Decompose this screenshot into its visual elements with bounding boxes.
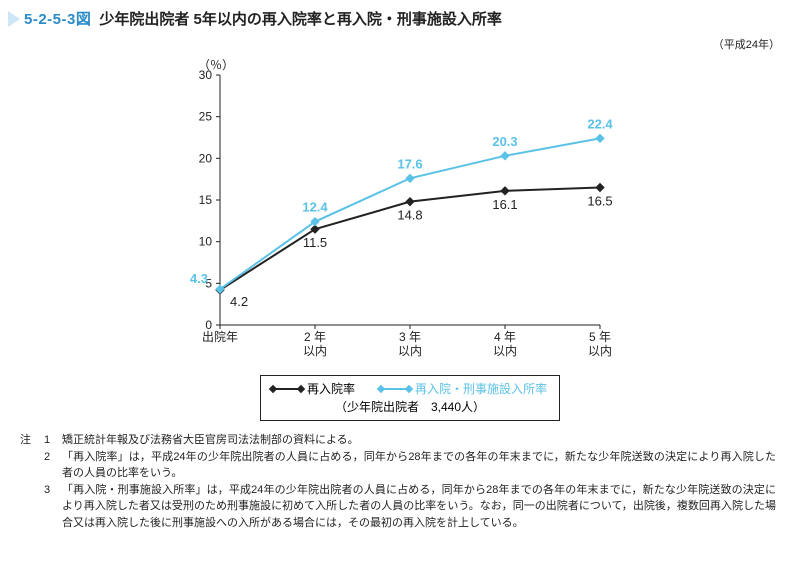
legend-row: 再入院率 再入院・刑事施設入所率 <box>273 380 547 398</box>
svg-text:20.3: 20.3 <box>492 134 517 149</box>
svg-text:以内: 以内 <box>588 344 612 358</box>
svg-text:5 年: 5 年 <box>589 330 611 344</box>
figure-header: 5-2-5-3図 少年院出院者 5年以内の再入院率と再入院・刑事施設入所率 <box>0 0 796 33</box>
legend-label-2: 再入院・刑事施設入所率 <box>415 380 547 398</box>
legend-subnote: （少年院出院者 3,440人） <box>273 398 547 416</box>
footnotes: 注 1矯正統計年報及び法務省大臣官房司法法制部の資料による。2「再入院率」は，平… <box>20 432 776 531</box>
svg-text:4.2: 4.2 <box>230 294 248 309</box>
year-note: （平成24年） <box>713 36 780 52</box>
svg-text:4 年: 4 年 <box>494 330 516 344</box>
note-text: 矯正統計年報及び法務省大臣官房司法法制部の資料による。 <box>62 432 776 449</box>
note-item: 1矯正統計年報及び法務省大臣官房司法法制部の資料による。 <box>44 432 776 449</box>
note-text: 「再入院・刑事施設入所率」は，平成24年の少年院出院者の人員に占める，同年から2… <box>62 482 776 532</box>
legend-label-1: 再入院率 <box>307 380 355 398</box>
svg-text:20: 20 <box>199 151 213 165</box>
svg-text:25: 25 <box>199 110 213 124</box>
svg-text:12.4: 12.4 <box>302 200 328 215</box>
note-item: 2「再入院率」は，平成24年の少年院出院者の人員に占める，同年から28年までの各… <box>44 449 776 482</box>
svg-text:15: 15 <box>199 193 213 207</box>
svg-text:22.4: 22.4 <box>587 116 613 131</box>
header-triangle-decor <box>8 11 20 27</box>
svg-text:出院年: 出院年 <box>202 330 238 344</box>
svg-text:以内: 以内 <box>493 344 517 358</box>
legend-marker-black <box>273 388 301 390</box>
note-number: 1 <box>44 432 62 449</box>
svg-text:30: 30 <box>199 68 213 82</box>
svg-text:14.8: 14.8 <box>397 208 422 223</box>
svg-text:16.1: 16.1 <box>492 197 517 212</box>
notes-label: 注 <box>20 432 31 449</box>
note-number: 2 <box>44 449 62 482</box>
svg-text:3 年: 3 年 <box>399 330 421 344</box>
line-chart: （％）051015202530出院年2 年以内3 年以内4 年以内5 年以内4.… <box>180 55 620 365</box>
svg-text:16.5: 16.5 <box>587 194 612 209</box>
svg-text:2 年: 2 年 <box>304 330 326 344</box>
svg-text:以内: 以内 <box>303 344 327 358</box>
svg-text:以内: 以内 <box>398 344 422 358</box>
note-text: 「再入院率」は，平成24年の少年院出院者の人員に占める，同年から28年までの各年… <box>62 449 776 482</box>
figure-number: 5-2-5-3図 <box>24 8 91 29</box>
note-item: 3「再入院・刑事施設入所率」は，平成24年の少年院出院者の人員に占める，同年から… <box>44 482 776 532</box>
svg-text:17.6: 17.6 <box>397 156 422 171</box>
svg-text:11.5: 11.5 <box>303 235 327 250</box>
note-number: 3 <box>44 482 62 532</box>
legend: 再入院率 再入院・刑事施設入所率 （少年院出院者 3,440人） <box>260 375 560 421</box>
svg-text:10: 10 <box>199 235 213 249</box>
legend-marker-blue <box>381 388 409 390</box>
svg-text:4.3: 4.3 <box>190 271 208 286</box>
figure-title: 少年院出院者 5年以内の再入院率と再入院・刑事施設入所率 <box>99 8 502 29</box>
